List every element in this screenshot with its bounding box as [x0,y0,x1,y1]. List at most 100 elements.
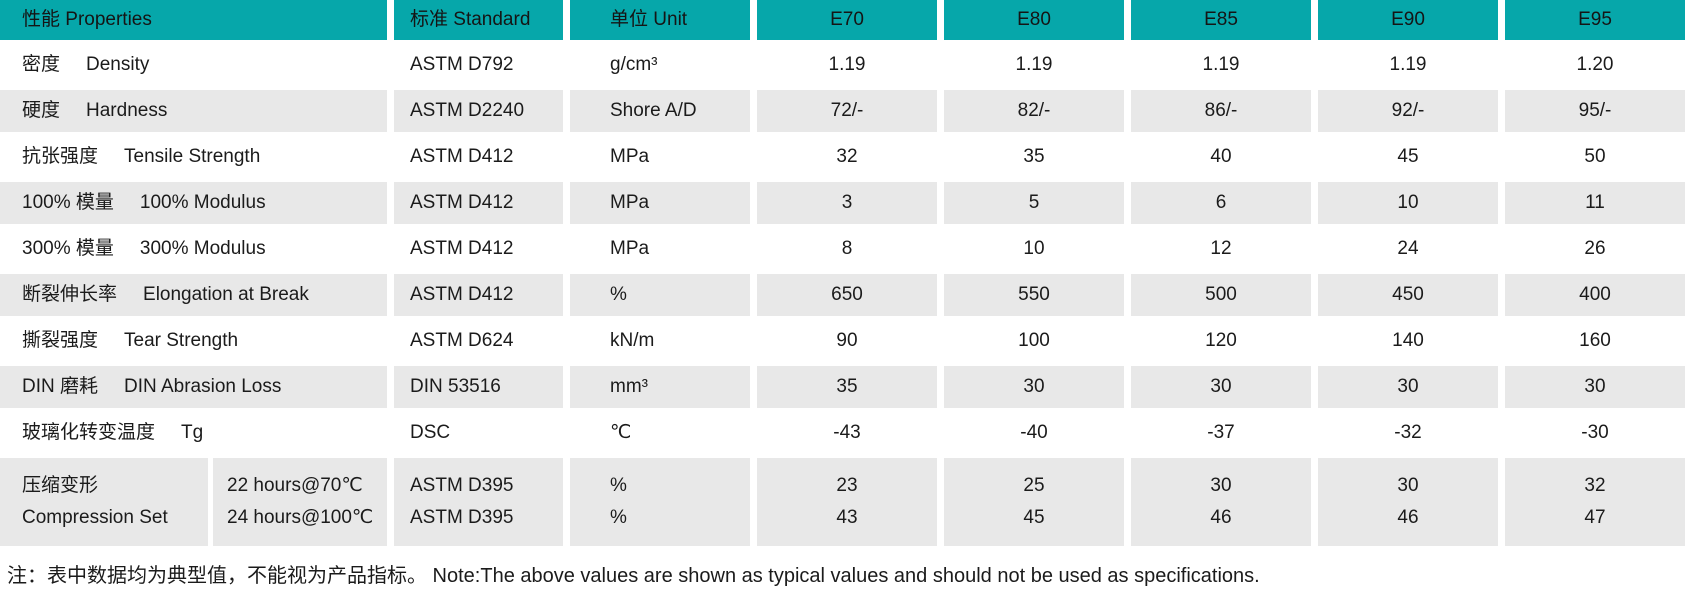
row-label-zh: 撕裂强度 [22,330,99,352]
cell-value: 30 [944,366,1124,408]
properties-table: 性能 Properties 标准 Standard 单位 Unit E70 E8… [0,0,1685,546]
value-line: 46 [1210,507,1232,528]
value-line: 30 [1210,475,1232,496]
cell-value: 11 [1505,182,1685,224]
cell-value: 1.19 [1389,54,1427,76]
cell-value: -43 [833,422,861,444]
cell-value: 1.19 [1202,54,1240,76]
cell-value: 12 [1210,238,1232,260]
cell-value: 30 [1318,366,1498,408]
cell-value: -32 [1394,422,1422,444]
row-label-tg: 玻璃化转变温度 Tg [0,412,387,454]
cell-value: 450 [1318,274,1498,316]
cell-value: 45 [1397,146,1419,168]
cell-value: -30 [1581,422,1609,444]
row-label-elongation: 断裂伸长率 Elongation at Break [0,274,387,316]
value-line: 30 [1397,475,1419,496]
row-label-tensile-strength: 抗张强度 Tensile Strength [0,136,387,178]
cell-unit: MPa [610,146,650,168]
value-line: 46 [1397,507,1419,528]
cell-unit: g/cm³ [610,54,658,76]
row-label-en: Density [86,54,150,76]
value-line: 23 [836,475,858,496]
value-line: 43 [836,507,858,528]
cell-unit: % % [570,458,750,546]
row-label-zh: 300% 模量 [22,238,114,260]
cell-value: -37 [1207,422,1235,444]
row-label-en: 100% Modulus [139,192,266,214]
cell-value: 26 [1584,238,1606,260]
cell-value: 5 [944,182,1124,224]
cell-value: -40 [1020,422,1048,444]
cell-value: 82/- [944,90,1124,132]
row-label-hardness: 硬度 Hardness [0,90,387,132]
cell-value: 86/- [1131,90,1311,132]
row-label-zh: DIN 磨耗 [22,376,99,398]
cell-unit: ℃ [610,422,632,444]
cell-value: 400 [1505,274,1685,316]
value-line: 25 [1023,475,1045,496]
cell-value: 650 [757,274,937,316]
cell-value: 35 [1023,146,1045,168]
col-header-e95: E95 [1505,0,1685,40]
cell-value: 3 [757,182,937,224]
row-label-300-modulus: 300% 模量 300% Modulus [0,228,387,270]
cell-value: 8 [841,238,853,260]
standard-line: ASTM D395 [410,475,514,496]
row-label-compression-set: 压缩变形 Compression Set 22 hours@70℃ 24 hou… [0,458,387,546]
row-label-density: 密度 Density [0,44,387,86]
row-label-en: Tensile Strength [124,146,261,168]
cell-value: 120 [1205,330,1237,352]
row-label-en: Elongation at Break [143,284,309,306]
row-label-en: Hardness [86,100,168,122]
unit-line: % [610,475,627,496]
row-label-zh: 100% 模量 [22,192,114,214]
cell-value: 95/- [1505,90,1685,132]
cell-value: 40 [1210,146,1232,168]
value-line: 32 [1584,475,1606,496]
cell-value: 1.19 [1015,54,1053,76]
cell-value: 140 [1392,330,1424,352]
cell-standard: ASTM D624 [410,330,514,352]
cell-value: 24 [1397,238,1419,260]
value-line: 47 [1584,507,1606,528]
row-label-en: 300% Modulus [139,238,266,260]
cell-unit: % [570,274,750,316]
row-label-din-abrasion: DIN 磨耗 DIN Abrasion Loss [0,366,387,408]
col-header-unit: 单位 Unit [570,0,750,40]
row-label-zh: 抗张强度 [22,146,99,168]
condition-line: 22 hours@70℃ [227,475,363,496]
row-label-zh: 压缩变形 [22,475,99,496]
col-header-e90: E90 [1318,0,1498,40]
cell-value: 10 [1023,238,1045,260]
row-label-en: Compression Set [22,507,168,528]
cell-standard: ASTM D412 [410,146,514,168]
cell-value: 35 [757,366,937,408]
col-header-e70: E70 [757,0,937,40]
cell-value: 1.19 [828,54,866,76]
row-label-en: Tear Strength [124,330,239,352]
row-label-en: DIN Abrasion Loss [124,376,282,398]
cell-unit: MPa [570,182,750,224]
cell-unit: kN/m [610,330,655,352]
cell-value: 30 [1505,366,1685,408]
col-header-properties: 性能 Properties [0,0,387,40]
cell-standard: DIN 53516 [394,366,563,408]
cell-value: 23 43 [757,458,937,546]
cell-standard: ASTM D395 ASTM D395 [394,458,563,546]
row-label-zh: 密度 [22,54,61,76]
unit-line: % [610,507,627,528]
row-label-zh: 断裂伸长率 [22,284,118,306]
standard-line: ASTM D395 [410,507,514,528]
cell-value: 32 47 [1505,458,1685,546]
cell-standard: ASTM D2240 [394,90,563,132]
value-line: 45 [1023,507,1045,528]
cell-standard: DSC [410,422,451,444]
row-label-zh: 玻璃化转变温度 [22,422,156,444]
row-label-en: Tg [181,422,204,444]
col-header-e85: E85 [1131,0,1311,40]
cell-value: 30 46 [1131,458,1311,546]
cell-standard: ASTM D792 [410,54,514,76]
cell-value: 100 [1018,330,1050,352]
cell-standard: ASTM D412 [410,238,514,260]
